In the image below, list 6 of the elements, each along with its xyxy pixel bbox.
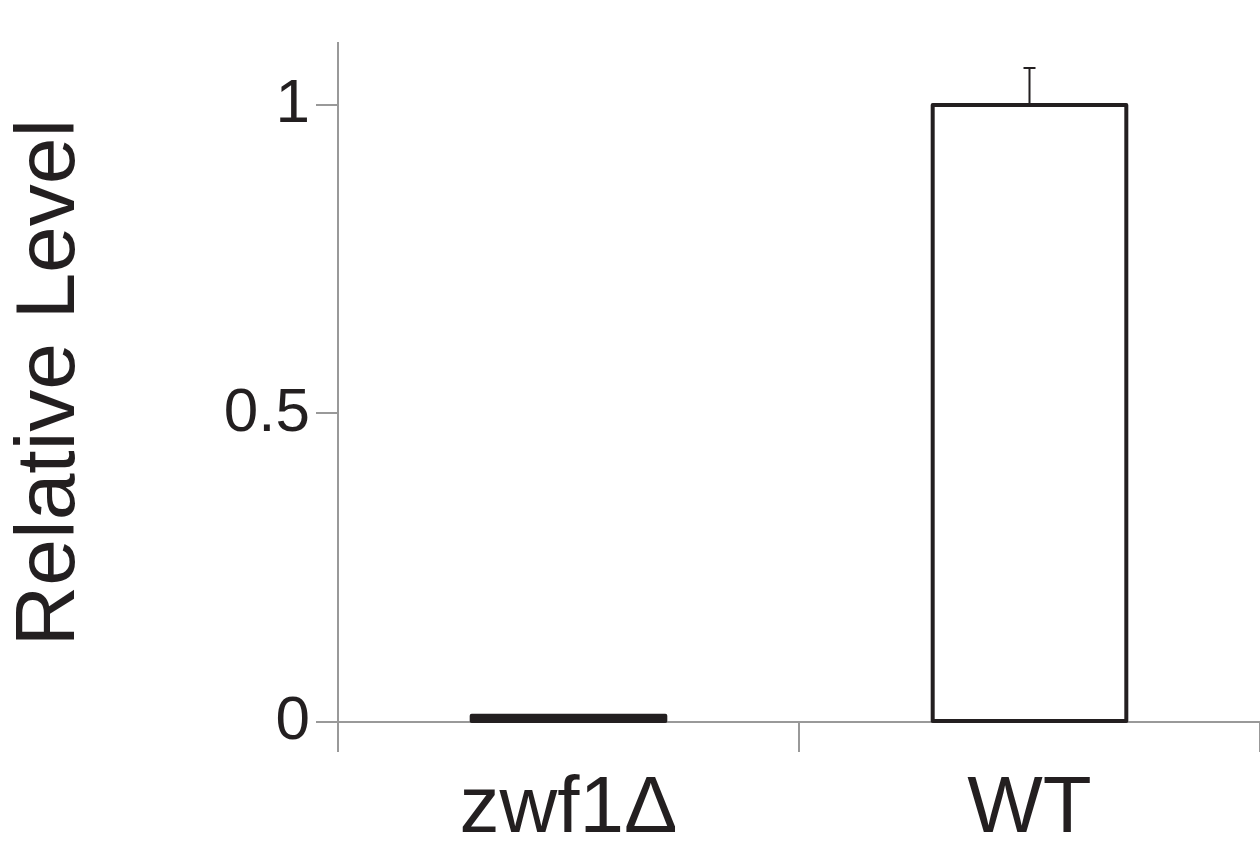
y-tick-label: 1 bbox=[275, 66, 310, 135]
y-tick-label: 0 bbox=[275, 683, 310, 753]
x-tick-label: zwf1Δ bbox=[459, 760, 678, 850]
y-tick-label: 0.5 bbox=[223, 374, 310, 444]
y-axis-title: Relative Level bbox=[0, 118, 92, 647]
x-tick-label: WT bbox=[967, 760, 1092, 850]
